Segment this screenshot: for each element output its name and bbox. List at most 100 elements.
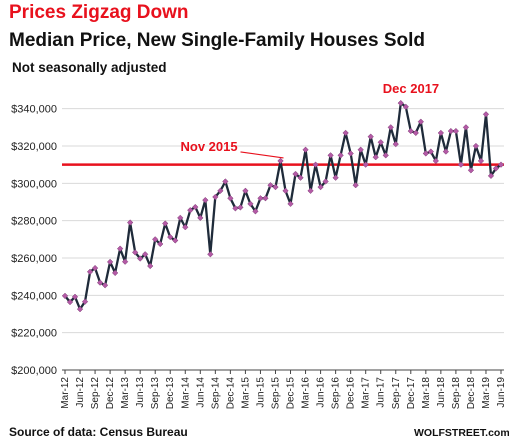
data-point [101, 282, 109, 289]
data-point [267, 182, 274, 189]
x-axis-ticks: Mar-12 Jun-12 Sep-12 Dec-12 Mar-13 Jun-13 Sep-… [60, 370, 507, 409]
data-point [367, 133, 374, 140]
y-tick-label: $320,000 [11, 141, 57, 153]
x-tick-label: Mar-13 [120, 377, 131, 409]
data-point [197, 214, 204, 222]
data-point [76, 305, 84, 313]
data-point [352, 182, 359, 189]
data-point [452, 127, 460, 135]
data-point [71, 293, 79, 300]
y-tick-label: $300,000 [11, 178, 57, 190]
data-point [177, 214, 184, 222]
data-point [377, 139, 384, 146]
data-point [337, 152, 344, 159]
annotations: Nov 2015 Dec 2017 [181, 81, 439, 159]
data-point [332, 174, 339, 181]
x-tick-label: Jun-14 [195, 377, 206, 408]
data-point [121, 258, 129, 265]
x-tick-label: Dec-12 [105, 377, 116, 410]
data-point [182, 224, 189, 231]
data-point [252, 208, 259, 215]
data-point [257, 195, 264, 202]
brand-label: WOLFSTREET.com [414, 427, 509, 439]
x-tick-label: Mar-17 [361, 377, 372, 409]
data-point [387, 124, 394, 131]
data-point [287, 200, 294, 208]
y-tick-label: $200,000 [11, 365, 57, 377]
x-tick-label: Mar-19 [481, 377, 492, 409]
x-tick-label: Dec-15 [286, 377, 297, 410]
data-point [96, 279, 104, 286]
data-point [217, 187, 224, 194]
data-point [106, 258, 114, 266]
data-point [142, 251, 149, 258]
data-point [437, 129, 445, 137]
x-tick-label: Jun-19 [496, 377, 507, 408]
data-point [172, 237, 179, 244]
data-point [432, 157, 440, 165]
x-tick-label: Jun-17 [376, 377, 387, 408]
data-point [372, 154, 379, 161]
data-point [392, 140, 399, 148]
data-point [227, 195, 234, 202]
x-tick-label: Sep-18 [451, 377, 462, 410]
data-point [382, 152, 389, 159]
x-tick-label: Sep-14 [210, 377, 221, 410]
data-point [327, 152, 334, 159]
annotation-label: Dec 2017 [383, 81, 439, 96]
x-tick-label: Sep-17 [391, 377, 402, 410]
x-tick-label: Jun-15 [255, 377, 266, 408]
x-tick-label: Mar-12 [60, 377, 71, 409]
data-point [342, 129, 349, 137]
data-point [277, 157, 284, 165]
data-point [427, 148, 434, 155]
data-point [282, 187, 289, 194]
data-point [497, 161, 505, 168]
data-point [412, 129, 419, 137]
source-note: Source of data: Census Bureau [9, 425, 188, 439]
data-point [132, 249, 139, 256]
x-tick-label: Jun-18 [436, 377, 447, 408]
grid-lines [62, 108, 504, 334]
chart-note: Not seasonally adjusted [12, 60, 167, 75]
data-point [312, 161, 319, 168]
data-point [152, 236, 159, 243]
data-point [247, 200, 254, 208]
x-tick-label: Dec-18 [466, 377, 477, 410]
data-point [417, 118, 424, 125]
y-axis-ticks: $200,000 $220,000 $240,000 $260,000 $280,000… [11, 104, 57, 377]
x-tick-label: Mar-16 [301, 377, 312, 409]
data-point [81, 298, 89, 305]
chart-subtitle: Median Price, New Single-Family Houses S… [9, 30, 425, 51]
data-point [126, 219, 134, 226]
x-tick-label: Mar-18 [421, 377, 432, 409]
x-tick-label: Mar-15 [240, 377, 251, 409]
data-point [407, 127, 414, 135]
chart-title: Prices Zigzag Down [9, 2, 189, 23]
data-point [447, 127, 455, 135]
y-tick-label: $220,000 [11, 328, 57, 340]
y-tick-label: $240,000 [11, 290, 57, 302]
data-point [61, 292, 69, 300]
data-point [187, 207, 194, 214]
x-tick-label: Jun-13 [135, 377, 146, 408]
data-point [487, 172, 495, 180]
data-point [192, 203, 199, 211]
x-tick-label: Dec-16 [346, 377, 357, 410]
x-tick-label: Sep-13 [150, 377, 161, 410]
data-point [422, 150, 429, 157]
data-point [397, 99, 404, 107]
data-point [297, 174, 304, 181]
data-point [307, 187, 314, 194]
data-point [292, 170, 299, 178]
data-point [212, 193, 219, 201]
y-tick-label: $340,000 [11, 104, 57, 116]
data-point [111, 269, 119, 277]
x-tick-label: Dec-13 [165, 377, 176, 410]
x-tick-label: Sep-12 [90, 377, 101, 410]
data-point [137, 255, 144, 262]
x-tick-label: Sep-16 [331, 377, 342, 410]
data-point [207, 251, 214, 258]
series-line [64, 101, 502, 311]
